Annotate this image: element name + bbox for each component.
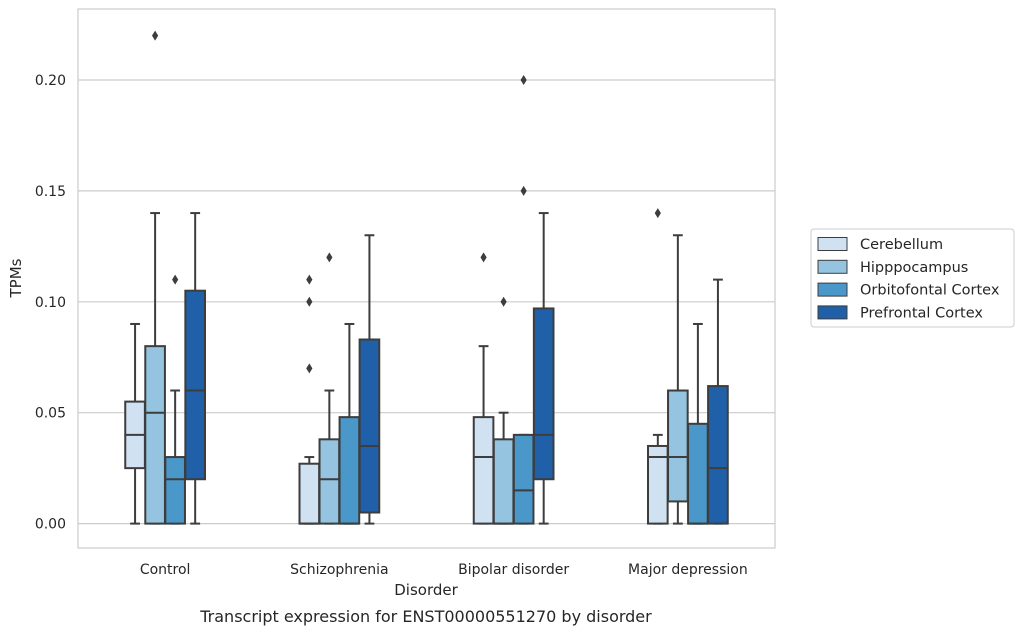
x-axis-label: Disorder <box>394 581 458 599</box>
box-body <box>472 416 495 525</box>
box-series <box>124 30 729 525</box>
box-group <box>144 30 166 525</box>
box-body <box>512 433 535 525</box>
box-body <box>667 389 689 503</box>
box-body <box>492 438 515 525</box>
legend-label: Orbitofontal Cortex <box>860 283 1000 299</box>
outlier-point <box>520 74 527 85</box>
outlier-point <box>326 252 333 263</box>
box-body <box>358 338 381 514</box>
y-axis-label: TPMs <box>7 258 25 298</box>
y-tick-label: 0.20 <box>35 73 66 89</box>
x-tick-label: Control <box>140 562 191 578</box>
y-tick-label: 0.15 <box>35 184 66 200</box>
legend-label: Hipppocampus <box>860 260 968 276</box>
box-body <box>184 289 207 481</box>
box-body <box>707 385 729 525</box>
box-body <box>532 307 555 481</box>
legend-swatch <box>817 305 848 320</box>
y-tick-label: 0.05 <box>35 406 66 422</box>
outlier-point <box>152 30 159 41</box>
legend-swatch <box>817 259 848 274</box>
y-axis-ticks: 0.00 0.05 0.10 0.15 0.20 <box>35 73 66 533</box>
outlier-point <box>480 252 487 263</box>
box-group <box>318 252 341 525</box>
outlier-point <box>172 274 179 285</box>
plot-area-frame <box>77 8 776 549</box>
outlier-point <box>306 296 313 307</box>
legend-label: Prefrontal Cortex <box>860 305 983 321</box>
outlier-point <box>520 185 527 196</box>
box-body <box>338 416 361 525</box>
box-body <box>144 345 166 525</box>
x-tick-label: Bipolar disorder <box>458 562 569 578</box>
outlier-point <box>500 296 507 307</box>
box-body <box>298 462 321 525</box>
y-tick-label: 0.10 <box>35 295 66 311</box>
legend-swatch <box>817 282 848 297</box>
box-group <box>532 212 555 525</box>
outlier-point <box>306 363 313 374</box>
box-group <box>687 322 709 525</box>
outlier-point <box>654 208 661 219</box>
box-body <box>164 456 186 525</box>
legend-swatch <box>817 237 848 251</box>
box-group <box>512 74 535 525</box>
x-tick-label: Schizophrenia <box>290 562 388 578</box>
figure-caption: Transcript expression for ENST0000055127… <box>199 607 652 626</box>
legend-label: Cerebellum <box>860 237 943 253</box>
box-body <box>687 422 709 525</box>
box-group <box>298 274 321 525</box>
box-group <box>358 234 381 525</box>
legend: Cerebellum Hipppocampus Orbitofontal Corte… <box>810 228 1015 328</box>
box-body <box>318 438 341 525</box>
legend-frame <box>810 228 1015 328</box>
y-tick-label: 0.00 <box>35 517 66 533</box>
box-group <box>164 274 186 525</box>
x-axis-ticks: Control Schizophrenia Bipolar disorder Majo… <box>140 562 748 578</box>
box-group <box>707 278 729 525</box>
x-tick-label: Major depression <box>628 562 748 578</box>
box-group <box>184 212 207 525</box>
outlier-point <box>306 274 313 285</box>
